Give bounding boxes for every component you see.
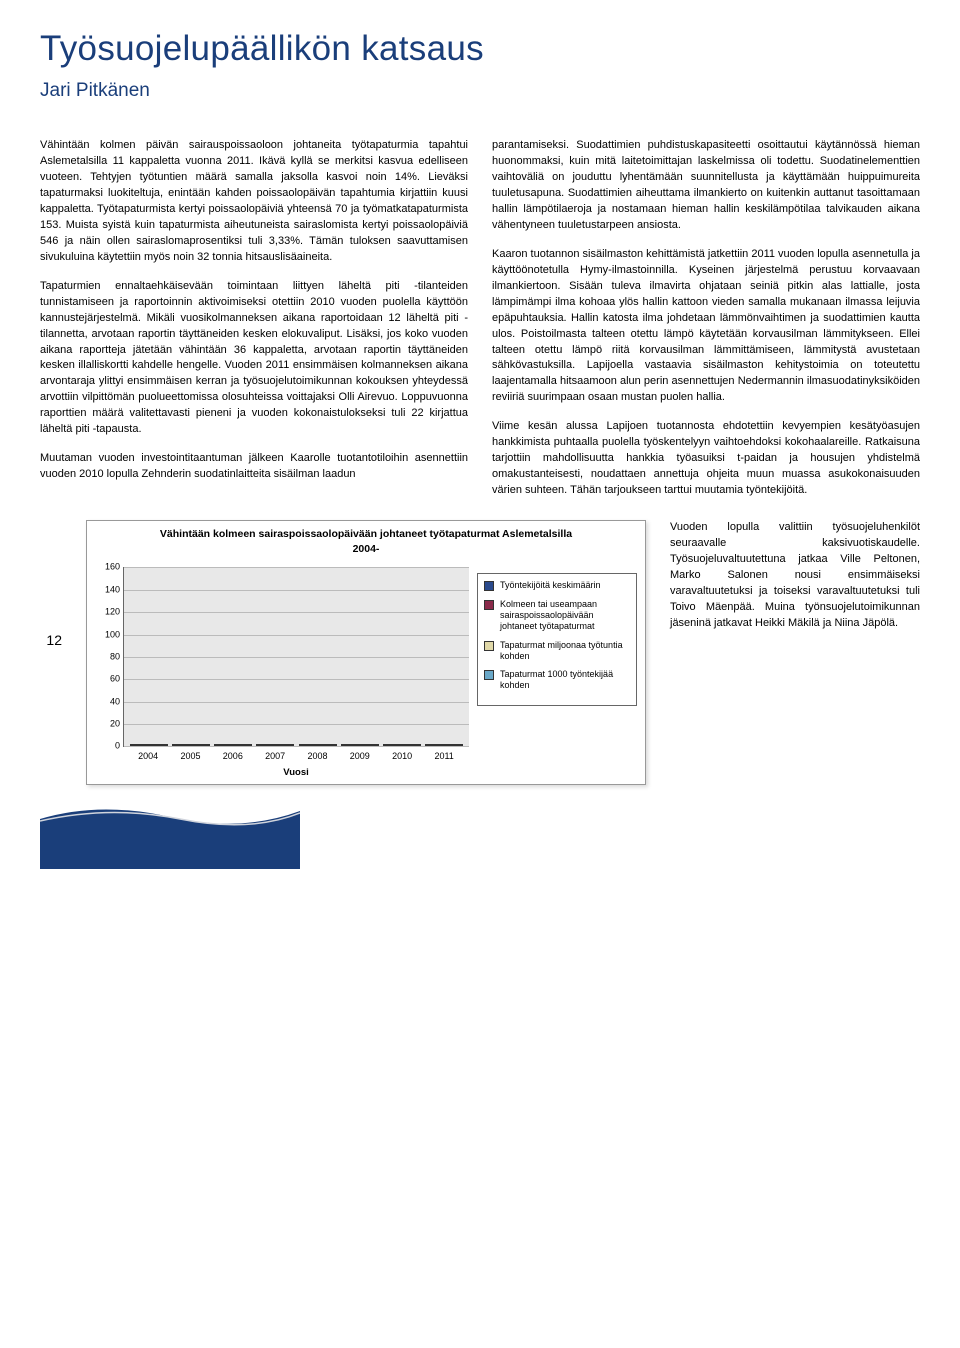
- chart-body: 020406080100120140160 200420052006200720…: [95, 567, 637, 780]
- y-tick-label: 100: [96, 628, 120, 641]
- y-tick-label: 40: [96, 695, 120, 708]
- gridline: [124, 657, 469, 658]
- x-tick-label: 2007: [265, 750, 285, 763]
- page-number: 12: [40, 520, 62, 650]
- x-tick-label: 2006: [223, 750, 243, 763]
- legend-label: Tapaturmat miljoonaa työtuntia kohden: [500, 640, 630, 662]
- chart-legend: Työntekijöitä keskimäärin Kolmeen tai use…: [477, 573, 637, 706]
- paragraph: Vuoden lopulla valittiin työsuojeluhenki…: [670, 520, 920, 632]
- x-axis-title: Vuosi: [123, 766, 469, 780]
- x-tick-label: 2009: [350, 750, 370, 763]
- left-column: Vähintään kolmen päivän sairauspoissaolo…: [40, 138, 468, 512]
- paragraph: Vähintään kolmen päivän sairauspoissaolo…: [40, 138, 468, 266]
- legend-item: Tapaturmat miljoonaa työtuntia kohden: [484, 640, 630, 662]
- page-subtitle: Jari Pitkänen: [40, 77, 920, 105]
- legend-item: Kolmeen tai useampaan sairaspoissaolopäi…: [484, 599, 630, 631]
- gridline: [124, 635, 469, 636]
- paragraph: parantamiseksi. Suodattimien puhdistuska…: [492, 138, 920, 234]
- paragraph: Muutaman vuoden investointitaantuman jäl…: [40, 451, 468, 483]
- legend-item: Tapaturmat 1000 työntekijää kohden: [484, 669, 630, 691]
- gridline: [124, 724, 469, 725]
- paragraph: Viime kesän alussa Lapijoen tuotannosta …: [492, 419, 920, 499]
- x-tick-label: 2005: [180, 750, 200, 763]
- x-tick-label: 2011: [434, 750, 453, 763]
- y-tick-label: 120: [96, 606, 120, 619]
- bottom-right-text: Vuoden lopulla valittiin työsuojeluhenki…: [670, 520, 920, 642]
- y-tick-label: 80: [96, 650, 120, 663]
- swoosh-icon: [40, 799, 300, 869]
- y-tick-label: 20: [96, 718, 120, 731]
- chart-plot: 020406080100120140160 200420052006200720…: [123, 567, 469, 780]
- paragraph: Kaaron tuotannon sisäilmaston kehittämis…: [492, 247, 920, 406]
- legend-item: Työntekijöitä keskimäärin: [484, 580, 630, 591]
- x-tick-label: 2008: [307, 750, 327, 763]
- x-tick-label: 2004: [138, 750, 158, 763]
- y-tick-label: 140: [96, 583, 120, 596]
- legend-swatch: [484, 600, 494, 610]
- y-tick-label: 60: [96, 673, 120, 686]
- legend-label: Tapaturmat 1000 työntekijää kohden: [500, 669, 630, 691]
- y-tick-label: 0: [96, 740, 120, 753]
- legend-swatch: [484, 670, 494, 680]
- x-tick-label: 2010: [392, 750, 412, 763]
- gridline: [124, 702, 469, 703]
- plot-area: 020406080100120140160: [123, 567, 469, 747]
- gridline: [124, 612, 469, 613]
- legend-swatch: [484, 641, 494, 651]
- right-column: parantamiseksi. Suodattimien puhdistuska…: [492, 138, 920, 512]
- gridline: [124, 590, 469, 591]
- legend-label: Kolmeen tai useampaan sairaspoissaolopäi…: [500, 599, 630, 631]
- legend-label: Työntekijöitä keskimäärin: [500, 580, 601, 591]
- footer-swoosh: [40, 799, 920, 869]
- bottom-row: 12 Vähintään kolmeen sairaspoissaolopäiv…: [40, 520, 920, 785]
- chart-title-line2: 2004-: [353, 543, 380, 555]
- x-axis: 2004 2005 2006 2007 2008 2009 2010 2011: [123, 747, 469, 763]
- chart-title: Vähintään kolmeen sairaspoissaolopäivään…: [95, 527, 637, 557]
- page-title: Työsuojelupäällikön katsaus: [40, 24, 920, 75]
- accident-chart: Vähintään kolmeen sairaspoissaolopäivään…: [86, 520, 646, 785]
- two-column-body: Vähintään kolmen päivän sairauspoissaolo…: [40, 138, 920, 512]
- legend-swatch: [484, 581, 494, 591]
- gridline: [124, 567, 469, 568]
- gridline: [124, 679, 469, 680]
- chart-title-line1: Vähintään kolmeen sairaspoissaolopäivään…: [160, 528, 572, 540]
- y-tick-label: 160: [96, 561, 120, 574]
- gridline: [124, 746, 469, 747]
- paragraph: Tapaturmien ennaltaehkäisevään toimintaa…: [40, 279, 468, 438]
